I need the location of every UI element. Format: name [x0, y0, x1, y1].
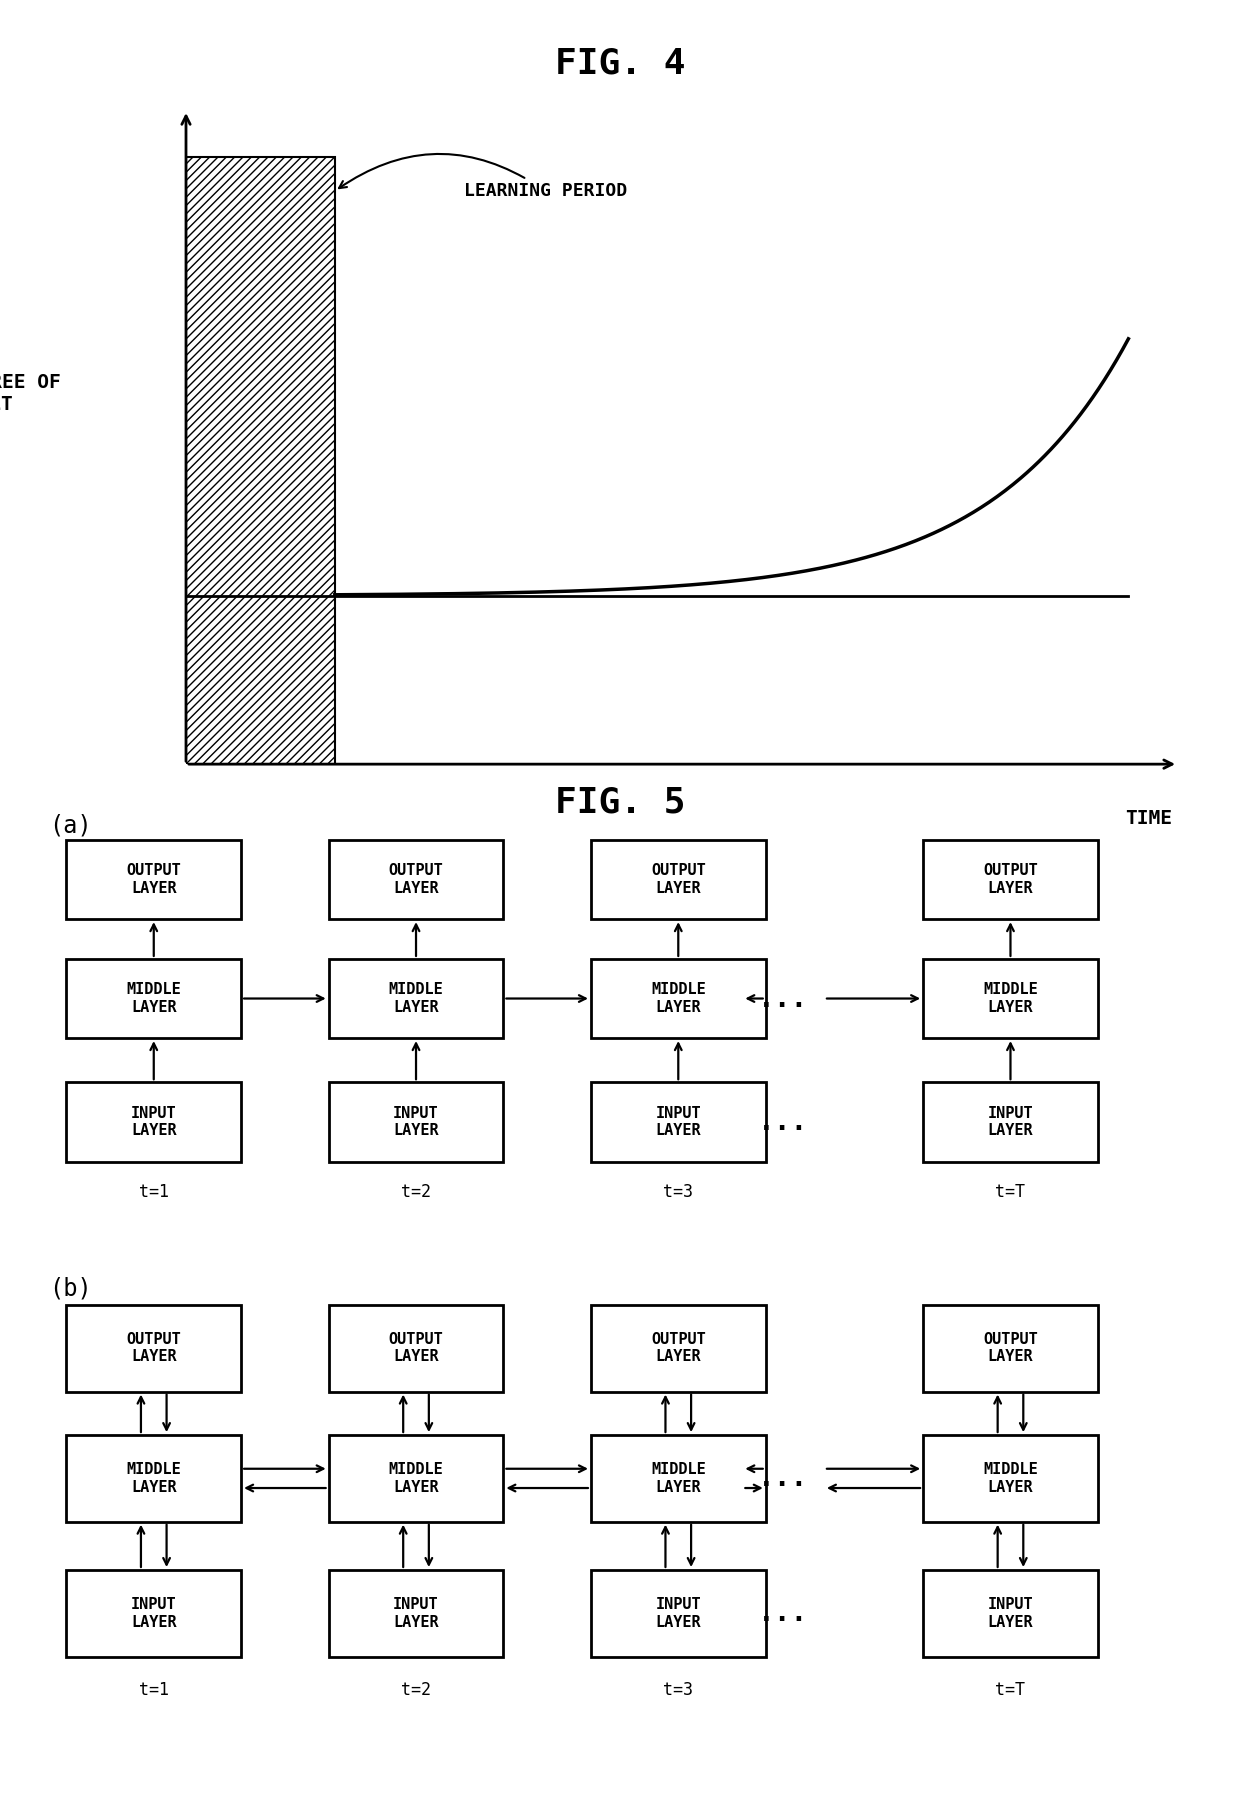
Text: DEGREE OF
FAULT: DEGREE OF FAULT — [0, 372, 61, 414]
Text: MIDDLE
LAYER: MIDDLE LAYER — [388, 982, 444, 1014]
Bar — [923, 840, 1097, 919]
Text: OUTPUT
LAYER: OUTPUT LAYER — [388, 1332, 444, 1365]
Text: t=1: t=1 — [139, 1681, 169, 1699]
Text: INPUT
LAYER: INPUT LAYER — [393, 1106, 439, 1138]
Bar — [186, 158, 335, 764]
Bar — [67, 1082, 241, 1162]
Text: ...: ... — [758, 1464, 808, 1492]
Text: INPUT
LAYER: INPUT LAYER — [656, 1597, 701, 1629]
Text: MIDDLE
LAYER: MIDDLE LAYER — [651, 982, 706, 1014]
Text: t=3: t=3 — [663, 1681, 693, 1699]
Bar — [67, 1305, 241, 1392]
Text: MIDDLE
LAYER: MIDDLE LAYER — [983, 1462, 1038, 1494]
Text: (b): (b) — [48, 1277, 92, 1300]
Bar — [923, 1305, 1097, 1392]
Text: OUTPUT
LAYER: OUTPUT LAYER — [126, 863, 181, 895]
Text: INPUT
LAYER: INPUT LAYER — [131, 1106, 176, 1138]
Text: LEARNING PERIOD: LEARNING PERIOD — [339, 155, 627, 200]
Bar — [67, 840, 241, 919]
Text: t=T: t=T — [996, 1681, 1025, 1699]
Bar — [67, 1435, 241, 1521]
Text: OUTPUT
LAYER: OUTPUT LAYER — [388, 863, 444, 895]
Text: t=2: t=2 — [401, 1681, 432, 1699]
Text: OUTPUT
LAYER: OUTPUT LAYER — [651, 1332, 706, 1365]
Text: (a): (a) — [48, 813, 92, 838]
Text: t=T: t=T — [996, 1183, 1025, 1201]
Text: INPUT
LAYER: INPUT LAYER — [393, 1597, 439, 1629]
Text: MIDDLE
LAYER: MIDDLE LAYER — [126, 982, 181, 1014]
Text: FIG. 4: FIG. 4 — [554, 47, 686, 81]
Bar — [67, 1570, 241, 1656]
Text: OUTPUT
LAYER: OUTPUT LAYER — [983, 1332, 1038, 1365]
Text: INPUT
LAYER: INPUT LAYER — [988, 1597, 1033, 1629]
Text: TIME: TIME — [1125, 809, 1172, 827]
Bar — [591, 1305, 766, 1392]
Text: ...: ... — [758, 985, 808, 1012]
Bar — [591, 958, 766, 1037]
Text: OUTPUT
LAYER: OUTPUT LAYER — [126, 1332, 181, 1365]
Bar — [67, 958, 241, 1037]
Text: FIG. 5: FIG. 5 — [554, 786, 686, 820]
Bar — [923, 1082, 1097, 1162]
Text: t=2: t=2 — [401, 1183, 432, 1201]
Bar — [923, 1435, 1097, 1521]
Text: MIDDLE
LAYER: MIDDLE LAYER — [126, 1462, 181, 1494]
Text: t=1: t=1 — [139, 1183, 169, 1201]
Bar — [329, 1305, 503, 1392]
Text: t=3: t=3 — [663, 1183, 693, 1201]
Text: INPUT
LAYER: INPUT LAYER — [131, 1597, 176, 1629]
Bar — [591, 1082, 766, 1162]
Bar — [329, 1435, 503, 1521]
Bar — [591, 840, 766, 919]
Text: ...: ... — [758, 1108, 808, 1136]
Text: ...: ... — [758, 1598, 808, 1627]
Bar — [329, 1570, 503, 1656]
Bar — [329, 958, 503, 1037]
Text: MIDDLE
LAYER: MIDDLE LAYER — [983, 982, 1038, 1014]
Text: OUTPUT
LAYER: OUTPUT LAYER — [651, 863, 706, 895]
Bar — [329, 1082, 503, 1162]
Bar — [591, 1570, 766, 1656]
Bar — [329, 840, 503, 919]
Text: INPUT
LAYER: INPUT LAYER — [656, 1106, 701, 1138]
Text: MIDDLE
LAYER: MIDDLE LAYER — [651, 1462, 706, 1494]
Text: OUTPUT
LAYER: OUTPUT LAYER — [983, 863, 1038, 895]
Text: MIDDLE
LAYER: MIDDLE LAYER — [388, 1462, 444, 1494]
Bar — [923, 958, 1097, 1037]
Text: INPUT
LAYER: INPUT LAYER — [988, 1106, 1033, 1138]
Bar — [591, 1435, 766, 1521]
Bar — [923, 1570, 1097, 1656]
